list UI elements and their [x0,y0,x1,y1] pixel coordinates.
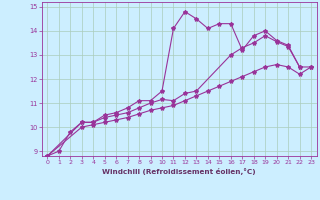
X-axis label: Windchill (Refroidissement éolien,°C): Windchill (Refroidissement éolien,°C) [102,168,256,175]
